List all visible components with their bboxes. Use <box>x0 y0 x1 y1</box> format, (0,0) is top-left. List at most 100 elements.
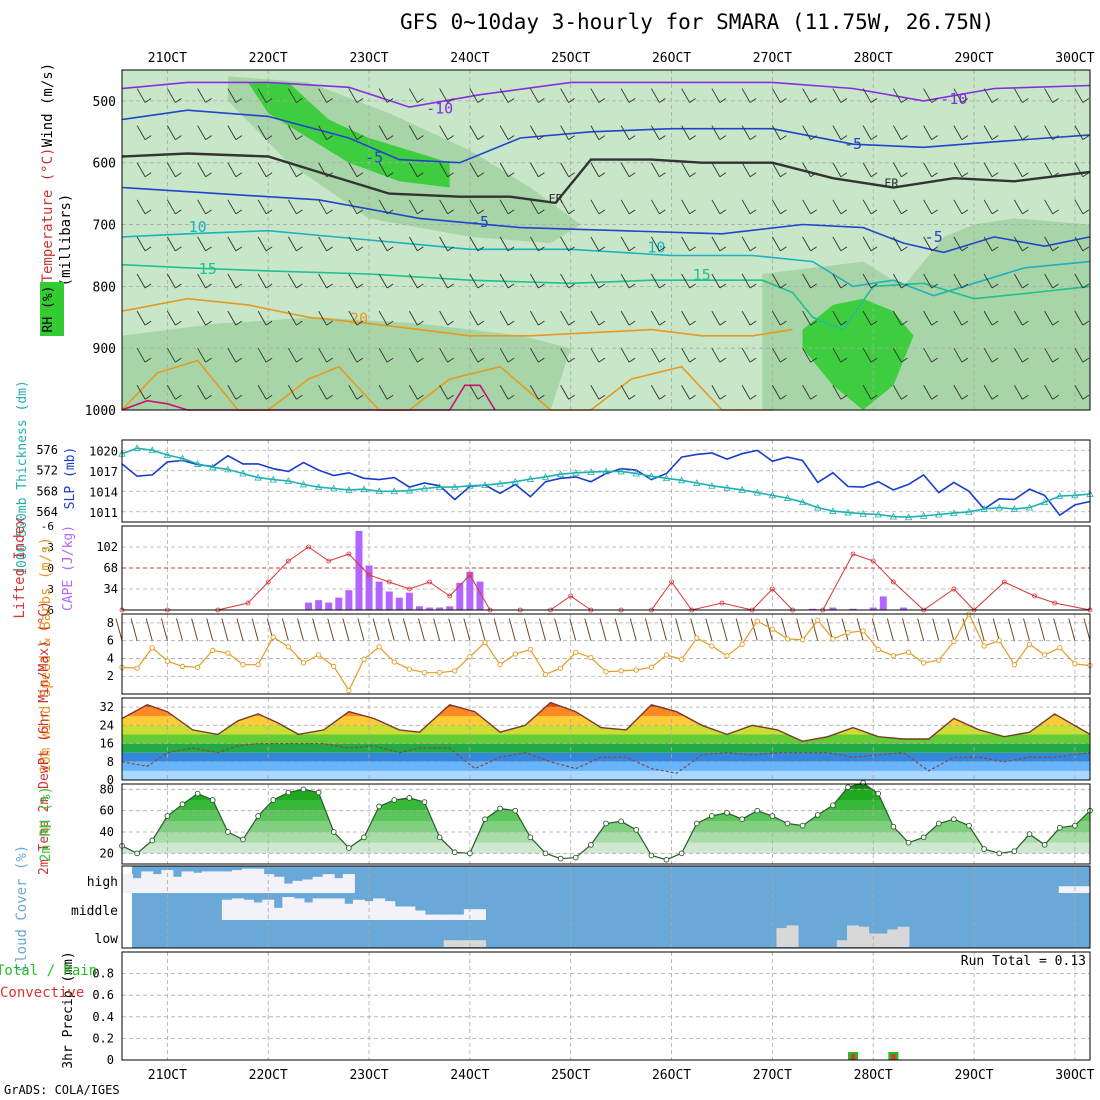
thickness-point <box>632 469 640 477</box>
rh-point <box>860 780 866 786</box>
wind-barb <box>469 162 479 177</box>
wind-barb-flag <box>598 283 606 289</box>
wind-barb-flag <box>628 135 636 141</box>
wind-speed-point <box>1072 661 1078 667</box>
wind-barb-flag <box>870 135 878 141</box>
rh-point <box>512 807 519 814</box>
lifted-index-point <box>346 551 352 557</box>
wind-barb <box>741 347 751 363</box>
wind-barb <box>1013 162 1023 177</box>
thickness-point <box>405 486 414 494</box>
rh-point <box>330 829 337 835</box>
wind-barb <box>318 236 328 252</box>
cloud-cell-low <box>453 940 466 947</box>
thickness-point <box>481 481 489 489</box>
wind-barb-flag <box>628 320 636 326</box>
wind-barb <box>953 199 963 215</box>
cape-bar <box>335 597 343 610</box>
cloud-cell-low <box>836 940 849 947</box>
rh-band <box>122 821 1090 832</box>
wind-barb <box>802 162 812 177</box>
surface-wind-barb <box>750 618 758 641</box>
top-time-label: 21OCT <box>148 51 187 66</box>
wind-barb-flag <box>386 357 394 363</box>
rh-point <box>799 822 806 829</box>
wind-speed-point <box>769 626 776 632</box>
wind-barb <box>711 385 721 400</box>
wind-barb <box>408 88 418 103</box>
wind-barb-flag <box>477 209 485 215</box>
wind-barb <box>923 385 933 400</box>
isotherm-label: 20 <box>350 309 368 327</box>
pressure-tick-label: 700 <box>93 219 116 234</box>
wind-barb-flag <box>386 394 394 400</box>
wind-barb-flag <box>719 98 727 103</box>
rh-point <box>315 789 322 796</box>
cape-bar <box>345 590 353 610</box>
surface-wind-barb <box>554 618 562 641</box>
wind-barb-flag <box>810 172 817 178</box>
wind-barb <box>197 310 207 326</box>
wind-barb-flag <box>265 357 273 363</box>
thickness-tick-label: 568 <box>36 484 58 498</box>
rh-point <box>769 813 776 819</box>
wind-barb <box>378 347 388 363</box>
wind-barb <box>590 385 600 400</box>
wind-barb-flag <box>870 246 878 252</box>
wind-barb <box>287 199 297 215</box>
cloud-cell-middle <box>221 899 234 920</box>
pressure-frame <box>121 439 1091 523</box>
surface-wind-barb <box>1023 618 1030 641</box>
lifted-index-point <box>568 593 574 599</box>
surface-wind-barb <box>1083 618 1091 641</box>
cape-bar <box>436 607 444 610</box>
wind-legend-label: Wind (m/s) <box>40 63 56 147</box>
rh-axis-title: 2m RH (%) <box>38 786 54 862</box>
wind-barb-flag <box>840 98 848 103</box>
thickness-point <box>133 444 141 452</box>
thickness-point <box>466 481 474 489</box>
wind-barb-flag <box>840 283 848 289</box>
wind-barb-flag <box>931 172 938 178</box>
rh-point <box>1056 824 1063 831</box>
wind-barb-flag <box>477 172 485 178</box>
wind-barb <box>529 199 539 215</box>
surface-wind-barb <box>735 618 743 641</box>
wind-barb <box>378 162 388 177</box>
thickness-point <box>148 446 156 454</box>
lifted-index-point <box>427 579 432 585</box>
slp-axis-title: SLP (mb) <box>63 447 78 510</box>
wind-barb <box>1013 88 1023 103</box>
thickness-point <box>224 465 232 473</box>
cloud-axis-title: Cloud Cover (%) <box>14 845 30 971</box>
lifted-index-tick-label: -3 <box>41 541 54 554</box>
wind-barb <box>862 385 872 400</box>
wind-barb-flag <box>659 98 666 103</box>
cloud-cell-middle <box>403 906 416 920</box>
cloud-cell-middle <box>423 914 436 920</box>
wind-barb-flag <box>961 394 969 400</box>
wind-barb <box>711 347 721 363</box>
wind-barb <box>499 199 509 215</box>
wind-barb-flag <box>265 209 273 215</box>
wind-barb <box>287 236 297 252</box>
wind-barb-flag <box>417 98 424 103</box>
wind-barb <box>166 310 176 326</box>
wind-barb <box>560 236 570 252</box>
rh-point <box>421 799 428 805</box>
wind-barb-flag <box>1022 394 1029 400</box>
rh-point <box>845 784 851 791</box>
wind-barb <box>771 199 781 215</box>
wind-barb-flag <box>659 320 666 326</box>
wind-barb <box>439 125 449 140</box>
wind-barb <box>529 347 539 363</box>
wind-barb <box>771 310 781 326</box>
wind-barb-flag <box>477 320 485 326</box>
surface-wind-barb <box>962 618 970 641</box>
wind-barb-flag <box>810 246 817 252</box>
wind-barb <box>650 273 660 289</box>
wind-speed-point <box>618 668 624 674</box>
wind-speed-point <box>890 653 897 659</box>
rh-point <box>935 820 942 827</box>
wind-barb-flag <box>991 172 999 178</box>
